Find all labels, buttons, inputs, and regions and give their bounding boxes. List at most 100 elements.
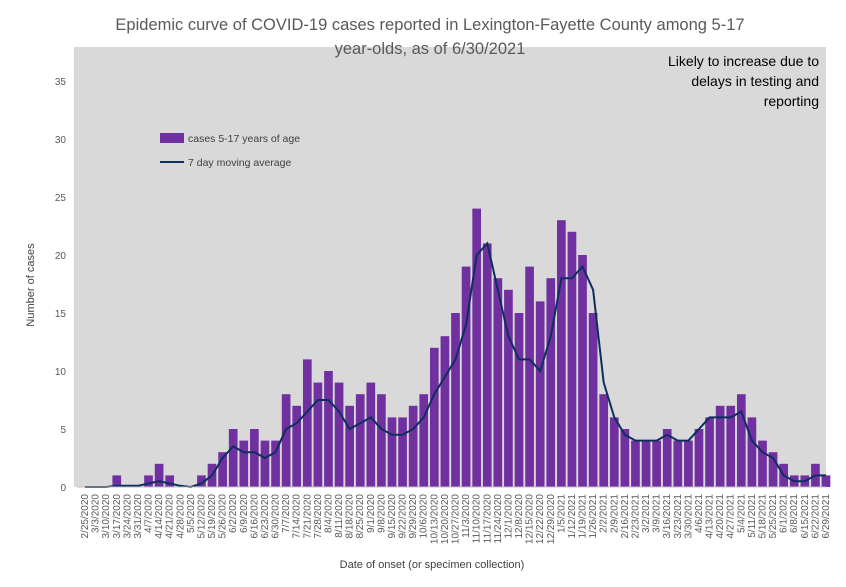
bar — [662, 429, 672, 487]
bar — [324, 371, 333, 487]
bar — [334, 382, 344, 487]
x-tick-label: 5/26/2020 — [218, 494, 229, 539]
x-tick-label: 1/19/2021 — [578, 494, 589, 539]
x-tick-label: 4/28/2020 — [175, 494, 186, 539]
x-tick-label: 9/1/2020 — [366, 494, 377, 533]
x-tick-label: 1/26/2021 — [588, 494, 599, 539]
bar — [482, 243, 492, 487]
bar — [747, 417, 757, 487]
chart-title-line-1: Epidemic curve of COVID-19 cases reporte… — [115, 16, 744, 34]
bar-series — [112, 208, 831, 487]
bar — [736, 394, 746, 487]
bar — [197, 475, 206, 487]
moving-average-line — [85, 241, 826, 489]
x-tick-label: 4/27/2021 — [726, 494, 737, 539]
x-tick-label: 9/29/2020 — [408, 494, 419, 539]
x-tick-label: 5/12/2020 — [196, 494, 207, 539]
bar — [821, 475, 831, 487]
x-tick-label: 3/23/2021 — [673, 494, 684, 539]
x-tick-label: 4/14/2020 — [154, 494, 165, 539]
bar — [557, 220, 566, 487]
x-tick-label: 5/19/2020 — [207, 494, 218, 539]
reporting-delay-shade — [73, 47, 826, 487]
bar — [408, 405, 418, 487]
x-tick-label: 4/13/2021 — [705, 494, 716, 539]
x-tick-label: 9/8/2020 — [376, 494, 387, 533]
y-tick-label: 0 — [60, 483, 66, 494]
bar — [461, 266, 471, 487]
x-tick-label: 6/8/2021 — [789, 494, 800, 533]
x-tick-label: 7/7/2020 — [281, 494, 292, 533]
bar — [165, 475, 175, 487]
x-tick-labels: 2/25/2020 3/3/2020 3/10/2020 3/17/2020 3/24/… — [80, 494, 832, 544]
x-tick-label: 12/15/2020 — [525, 494, 536, 544]
bar — [355, 394, 365, 487]
x-tick-label: 2/16/2021 — [620, 494, 631, 539]
annotation-line-2: delays in testing and — [691, 73, 819, 89]
x-tick-label: 11/17/2020 — [482, 494, 493, 544]
x-tick-label: 11/3/2020 — [461, 494, 472, 538]
x-tick-label: 8/18/2020 — [345, 494, 356, 539]
y-tick-label: 15 — [55, 309, 67, 320]
bar — [673, 440, 683, 487]
x-tick-label: 12/22/2020 — [535, 494, 546, 544]
bar — [504, 289, 513, 487]
bar — [260, 440, 270, 487]
bar — [715, 405, 725, 487]
annotation-line-3: reporting — [764, 93, 819, 109]
y-tick-label: 20 — [55, 251, 67, 262]
y-axis-title: Number of cases — [25, 243, 37, 327]
x-tick-label: 6/23/2020 — [260, 494, 271, 539]
bar — [493, 278, 503, 487]
x-tick-label: 8/11/2020 — [334, 494, 345, 538]
bar — [313, 382, 323, 487]
x-tick-label: 3/24/2020 — [122, 494, 133, 539]
bar — [292, 405, 302, 487]
x-tick-label: 6/29/2021 — [821, 494, 832, 539]
bar — [684, 440, 693, 487]
x-tick-label: 6/16/2020 — [249, 494, 260, 539]
x-tick-label: 6/22/2021 — [810, 494, 821, 539]
x-tick-label: 4/20/2021 — [715, 494, 726, 539]
x-tick-label: 10/27/2020 — [451, 494, 462, 544]
x-tick-label: 4/7/2020 — [144, 494, 155, 533]
bar — [271, 440, 280, 487]
bar — [440, 336, 450, 487]
x-tick-label: 4/6/2021 — [694, 494, 705, 533]
bar — [366, 382, 376, 487]
x-tick-label: 11/24/2020 — [493, 494, 504, 544]
x-tick-label: 12/29/2020 — [546, 494, 557, 544]
bar — [768, 452, 778, 487]
y-tick-label: 35 — [55, 77, 67, 88]
x-tick-label: 7/28/2020 — [313, 494, 324, 539]
x-tick-label: 6/15/2021 — [800, 494, 811, 539]
x-tick-label: 6/1/2021 — [779, 494, 790, 533]
bar — [546, 278, 556, 487]
bar — [620, 429, 630, 487]
bar — [451, 313, 460, 487]
x-tick-label: 10/6/2020 — [419, 494, 430, 539]
x-tick-label: 9/22/2020 — [398, 494, 409, 539]
x-tick-label: 2/25/2020 — [80, 494, 91, 539]
bar — [302, 359, 312, 487]
bar — [228, 429, 238, 487]
x-tick-label: 5/25/2021 — [768, 494, 779, 539]
bar — [631, 440, 640, 487]
bar — [429, 347, 439, 487]
bar — [578, 255, 587, 487]
bar — [218, 452, 227, 487]
x-tick-label: 12/1/2020 — [503, 494, 514, 539]
bar — [694, 429, 704, 487]
bar — [387, 417, 397, 487]
x-tick-label: 11/10/2020 — [472, 494, 483, 544]
bar — [535, 301, 545, 487]
bar — [726, 405, 736, 487]
x-tick-label: 2/2/2021 — [599, 494, 610, 533]
x-tick-label: 7/21/2020 — [302, 494, 313, 539]
bar — [525, 266, 534, 487]
x-tick-label: 10/13/2020 — [429, 494, 440, 544]
x-tick-label: 8/25/2020 — [355, 494, 366, 539]
x-tick-label: 5/5/2020 — [186, 494, 197, 533]
bar — [250, 429, 259, 487]
